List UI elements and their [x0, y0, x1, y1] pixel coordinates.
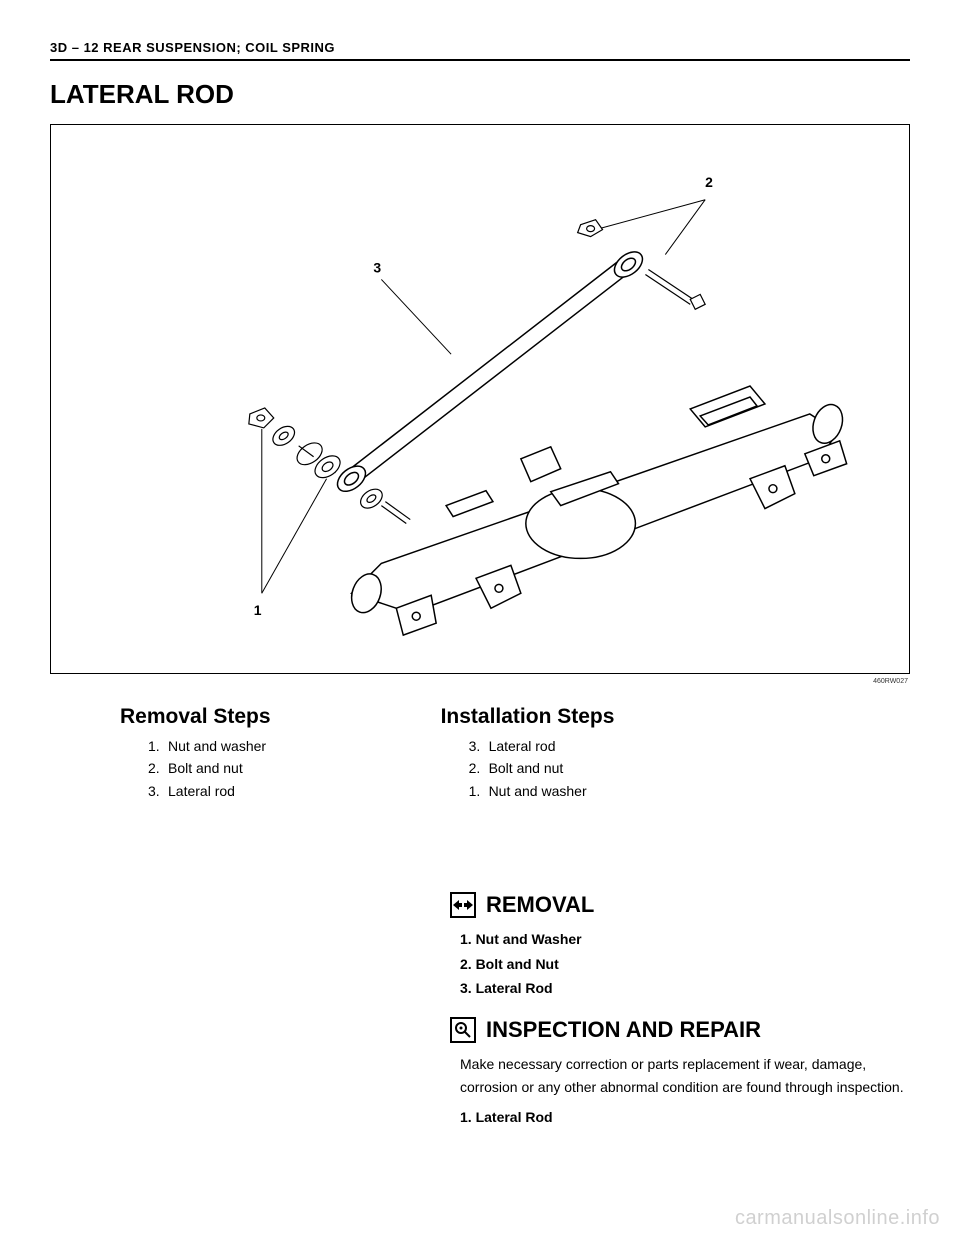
inspection-magnifier-icon — [450, 1017, 476, 1043]
removal-section-heading: REMOVAL — [486, 892, 594, 918]
removal-item-2: 2. Bolt and Nut — [460, 953, 910, 975]
removal-steps: Removal Steps 1.Nut and washer 2.Bolt an… — [120, 705, 271, 802]
removal-item-1: 1. Nut and Washer — [460, 928, 910, 950]
figure-code: 460RW027 — [50, 678, 910, 685]
removal-section: REMOVAL 1. Nut and Washer 2. Bolt and Nu… — [450, 892, 910, 999]
inspection-section: INSPECTION AND REPAIR Make necessary cor… — [450, 1017, 910, 1128]
inspection-section-heading: INSPECTION AND REPAIR — [486, 1017, 761, 1043]
watermark: carmanualsonline.info — [735, 1207, 940, 1230]
inspection-para: Make necessary correction or parts repla… — [460, 1053, 910, 1098]
page-header: 3D – 12 REAR SUSPENSION; COIL SPRING — [50, 40, 910, 61]
exploded-diagram: 2 3 1 — [50, 124, 910, 674]
callout-1: 1 — [254, 602, 262, 618]
installation-steps: Installation Steps 3.Lateral rod 2.Bolt … — [441, 705, 615, 802]
callout-2: 2 — [705, 174, 713, 190]
main-title: LATERAL ROD — [50, 79, 910, 110]
installation-steps-heading: Installation Steps — [441, 705, 615, 729]
removal-steps-heading: Removal Steps — [120, 705, 271, 729]
removal-arrows-icon — [450, 892, 476, 918]
inspection-item-1: 1. Lateral Rod — [460, 1106, 910, 1128]
callout-3: 3 — [373, 259, 381, 275]
removal-item-3: 3. Lateral Rod — [460, 977, 910, 999]
